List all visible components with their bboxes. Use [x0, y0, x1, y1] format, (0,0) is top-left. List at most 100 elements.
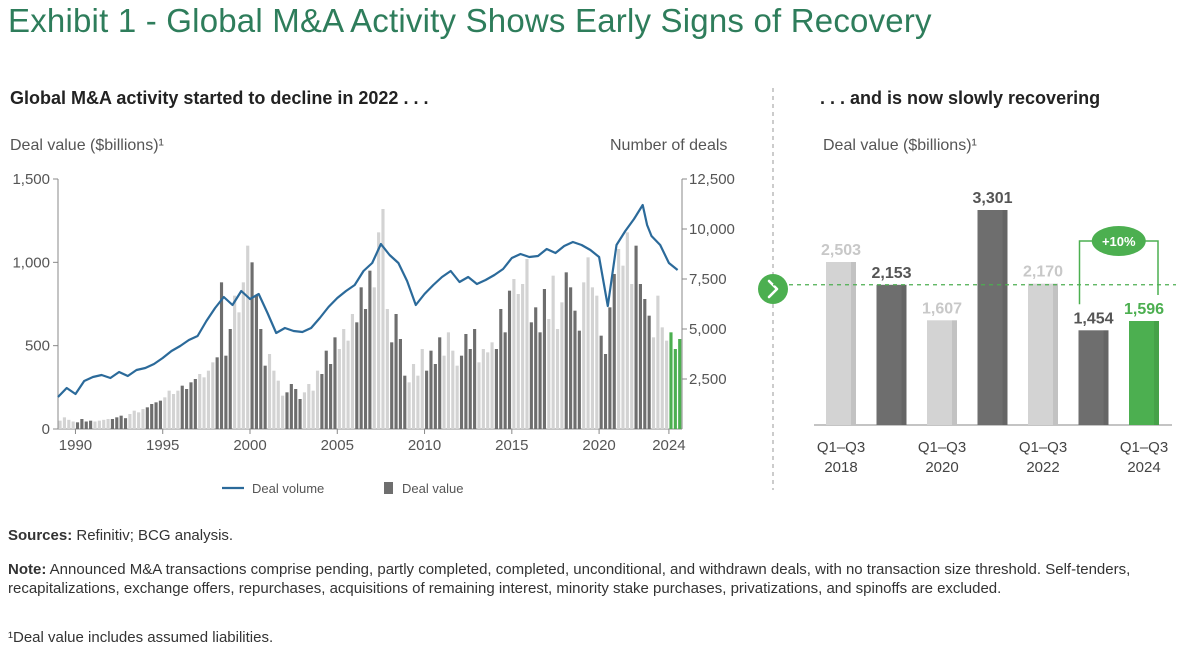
- deal-value-bar: [538, 332, 542, 429]
- deal-value-bar: [294, 389, 298, 429]
- deal-value-bar: [115, 417, 119, 429]
- deal-value-bar: [429, 350, 433, 429]
- x-tick-label: 1995: [146, 437, 179, 454]
- legend-deal-value: Deal value: [402, 481, 463, 496]
- deal-value-bar: [673, 349, 677, 429]
- deal-value-bar: [215, 357, 219, 429]
- deal-value-bar: [494, 349, 498, 429]
- recovery-x-label-period: Q1–Q3: [1120, 439, 1168, 456]
- deal-value-bar: [625, 232, 629, 429]
- deal-value-bar: [407, 382, 411, 429]
- deal-value-bar: [499, 309, 503, 429]
- deal-volume-line: [57, 203, 679, 398]
- deal-value-bar: [477, 362, 481, 429]
- deal-value-bar: [163, 397, 167, 429]
- x-tick-label: 2020: [582, 437, 615, 454]
- recovery-chart: 2,503 2,153 1,607 3,301 2,170 1,454 1,596 +10% Q…: [758, 190, 1176, 476]
- deal-value-bar: [660, 327, 664, 429]
- deal-value-bar: [455, 365, 459, 429]
- chevron-circle: [758, 274, 788, 304]
- recovery-y-axis-title: Deal value ($billions)¹: [823, 137, 977, 154]
- x-tick-label: 2010: [408, 437, 441, 454]
- deal-value-bar: [586, 257, 590, 429]
- deal-value-bar: [171, 394, 176, 429]
- recovery-bar: [977, 210, 1008, 425]
- deal-value-bar: [377, 232, 381, 429]
- deal-value-bar: [89, 420, 93, 429]
- deal-value-bar: [446, 332, 450, 429]
- deal-value-bar: [128, 414, 132, 429]
- deal-value-bar: [93, 421, 97, 429]
- deal-value-bar: [385, 309, 389, 429]
- recovery-bar-shade: [1002, 210, 1008, 425]
- deal-value-bar: [167, 390, 171, 429]
- deal-value-bar: [158, 400, 162, 429]
- chevron-right-icon: [758, 274, 788, 304]
- deal-value-bar: [481, 349, 485, 429]
- deal-value-bar: [425, 370, 429, 429]
- deal-value-bar: [246, 245, 250, 429]
- deal-value-bar: [355, 322, 359, 429]
- deal-value-bar: [193, 379, 197, 429]
- deal-value-bar: [132, 410, 136, 429]
- right-y-tick-label: 12,500: [689, 171, 735, 188]
- deal-value-bar: [433, 364, 437, 429]
- deal-value-bar: [381, 209, 385, 429]
- recovery-bar: [1028, 283, 1058, 425]
- deal-value-bar: [311, 390, 315, 429]
- recovery-bar-shade: [901, 284, 907, 425]
- recovery-x-label-year: 2022: [1026, 459, 1059, 476]
- deal-value-bar: [141, 409, 145, 429]
- deal-value-bar: [569, 287, 573, 429]
- deal-value-bar: [372, 287, 376, 429]
- recovery-bar-shade: [952, 320, 957, 425]
- deal-value-bar: [451, 350, 455, 429]
- deal-value-bar: [577, 330, 581, 429]
- sources-line: Sources: Refinitiv; BCG analysis.: [8, 527, 233, 544]
- recovery-x-label-year: 2024: [1127, 459, 1160, 476]
- deal-value-bar: [621, 265, 625, 429]
- deal-value-bar: [507, 290, 512, 429]
- deal-value-bar: [665, 340, 669, 429]
- deal-value-bar: [237, 312, 241, 429]
- deal-value-bar: [516, 294, 520, 429]
- deal-value-bar: [333, 337, 337, 429]
- deal-value-bar: [337, 349, 341, 429]
- deal-value-bar: [420, 349, 424, 429]
- deal-value-bar: [67, 419, 71, 429]
- deal-value-bar: [259, 329, 263, 429]
- left-y-tick-label: 500: [25, 338, 50, 355]
- recovery-x-label-period: Q1–Q3: [918, 439, 966, 456]
- deal-value-bar: [202, 377, 206, 429]
- deal-value-bar: [638, 284, 642, 429]
- deal-value-bar: [342, 329, 346, 429]
- left-panel-subtitle: Global M&A activity started to decline i…: [10, 88, 429, 108]
- x-tick-label: 2024: [652, 437, 685, 454]
- deal-value-bar: [276, 380, 280, 429]
- deal-value-bar: [315, 370, 320, 429]
- deal-value-bar: [582, 282, 586, 429]
- deal-value-bar: [106, 419, 110, 429]
- x-tick-label: 2000: [233, 437, 266, 454]
- deal-value-bar: [534, 307, 538, 429]
- deal-value-bar: [651, 337, 656, 429]
- recovery-x-label-year: 2018: [824, 459, 857, 476]
- recovery-value-label: 1,454: [1073, 310, 1113, 327]
- deal-value-bar: [80, 419, 84, 429]
- deal-value-bar: [612, 274, 616, 429]
- right-y-axis-title: Number of deals: [610, 137, 728, 154]
- recovery-value-label: 2,170: [1023, 264, 1063, 281]
- left-y-tick-label: 0: [42, 421, 50, 438]
- deal-value-bar: [573, 310, 577, 429]
- deal-value-bar: [486, 352, 490, 429]
- recovery-bar-shade: [1103, 330, 1109, 425]
- deal-value-bar: [669, 332, 673, 429]
- deal-value-bar: [75, 422, 80, 429]
- deal-value-bar: [263, 365, 267, 429]
- deal-value-bar: [390, 342, 394, 429]
- recovery-x-label-period: Q1–Q3: [817, 439, 865, 456]
- deal-value-bar: [119, 415, 123, 429]
- deal-value-bar: [411, 364, 416, 429]
- deal-value-bar: [678, 339, 682, 429]
- chart-canvas: 0 500 1,000 1,500 2,500 5,000 7,500 10,000 12,50…: [12, 88, 1176, 496]
